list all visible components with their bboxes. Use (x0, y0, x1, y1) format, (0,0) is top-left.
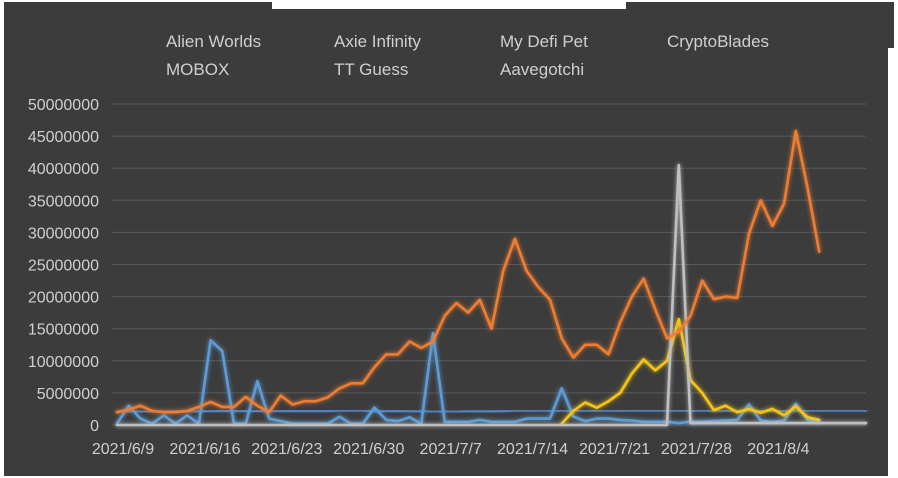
x-tick-label: 2021/7/14 (497, 441, 568, 458)
y-tick-label: 45000000 (28, 129, 99, 146)
legend-label: Alien Worlds (166, 32, 261, 51)
legend-entry-alien-worlds: Alien Worlds (118, 32, 261, 51)
series-line-my-defi-pet (115, 163, 868, 427)
right-edge-gap (888, 48, 898, 478)
legend-entry-tt-guess: TT Guess (286, 60, 408, 79)
top-edge-gap (272, 0, 626, 9)
y-tick-label: 25000000 (28, 258, 99, 275)
series-lines (115, 129, 868, 427)
chart-background (4, 2, 894, 476)
y-tick-label: 15000000 (28, 322, 99, 339)
x-tick-label: 2021/7/28 (661, 441, 732, 458)
x-tick-label: 2021/6/16 (169, 441, 240, 458)
legend-entry-axie-infinity: Axie Infinity (286, 32, 421, 51)
x-tick-label: 2021/6/9 (92, 441, 154, 458)
x-axis-ticks: 2021/6/9 2021/6/16 2021/6/23 2021/6/30 2021/… (92, 441, 810, 458)
x-tick-label: 2021/8/4 (747, 441, 809, 458)
y-tick-label: 35000000 (28, 193, 99, 210)
y-tick-label: 10000000 (28, 354, 99, 371)
legend-label: My Defi Pet (500, 32, 588, 51)
y-tick-label: 0 (90, 418, 99, 435)
legend-entry-aavegotchi: Aavegotchi (452, 60, 584, 79)
legend-label: Axie Infinity (334, 32, 421, 51)
series-line-cryptoblades (560, 317, 821, 426)
x-tick-label: 2021/6/30 (333, 441, 404, 458)
legend-label: TT Guess (334, 60, 408, 79)
gridlines (112, 103, 866, 426)
y-tick-label: 20000000 (28, 290, 99, 307)
legend-label: CryptoBlades (667, 32, 769, 51)
y-tick-label: 50000000 (28, 97, 99, 114)
legend-label: MOBOX (166, 60, 229, 79)
y-tick-label: 40000000 (28, 161, 99, 178)
x-tick-label: 2021/7/7 (420, 441, 482, 458)
series-line-axie-infinity (115, 129, 821, 414)
legend-entry-cryptoblades: CryptoBlades (619, 32, 769, 51)
x-tick-label: 2021/7/21 (579, 441, 650, 458)
x-tick-label: 2021/6/23 (251, 441, 322, 458)
legend-entry-my-defi-pet: My Defi Pet (452, 32, 588, 51)
legend: Alien Worlds Axie Infinity My Defi Pet Cryp… (118, 32, 769, 79)
y-tick-label: 5000000 (37, 386, 99, 403)
y-tick-label: 30000000 (28, 225, 99, 242)
legend-label: Aavegotchi (500, 60, 584, 79)
legend-entry-mobox: MOBOX (118, 60, 229, 79)
y-axis-ticks: 5000000045000000400000003500000030000000… (28, 97, 99, 435)
